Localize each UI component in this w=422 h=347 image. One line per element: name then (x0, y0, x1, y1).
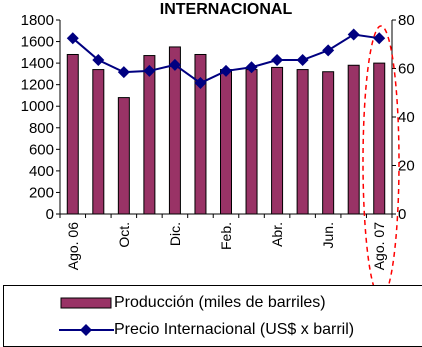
right-tick-label: 0 (398, 206, 406, 223)
line-marker-swatch-icon (59, 324, 114, 336)
left-tick-label: 0 (46, 206, 54, 223)
right-tick-label: 60 (398, 61, 415, 78)
x-tick-label: Oct. (116, 222, 132, 248)
right-tick-label: 40 (398, 109, 415, 126)
legend-item-price: Precio Internacional (US$ x barril) (59, 319, 354, 341)
x-tick-label: Feb. (218, 222, 234, 250)
right-axis-ticks: 0 20 40 60 80 (392, 12, 415, 223)
left-tick-label: 400 (29, 163, 54, 180)
left-tick-label: 1200 (21, 77, 54, 94)
bar (220, 69, 232, 215)
bar (347, 64, 360, 215)
bar (117, 97, 130, 215)
bar (245, 69, 258, 215)
price-point (271, 54, 284, 67)
bar (168, 46, 181, 215)
legend-item-production: Producción (miles de barriles) (59, 292, 326, 314)
bar-swatch-icon (60, 297, 112, 309)
left-tick-label: 1400 (21, 55, 54, 72)
left-tick-label: 1800 (21, 12, 54, 29)
right-tick-label: 20 (398, 158, 415, 175)
x-tick-label: Abr. (269, 222, 285, 247)
legend: Producción (miles de barriles) Precio In… (3, 285, 422, 347)
production-bars (66, 46, 386, 215)
bar (66, 53, 79, 215)
price-line (66, 28, 386, 90)
price-point (92, 54, 105, 67)
left-tick-label: 1000 (21, 98, 54, 115)
price-point (143, 64, 156, 77)
price-point (373, 32, 386, 45)
price-point (347, 28, 360, 41)
bar (296, 69, 309, 215)
left-tick-label: 200 (29, 184, 54, 201)
price-point (245, 61, 258, 74)
bar (322, 71, 335, 215)
chart-title: INTERNACIONAL (160, 1, 293, 18)
bar (143, 55, 156, 215)
price-point (322, 44, 335, 57)
x-tick-label: Jun. (320, 222, 336, 248)
legend-label-price: Precio Internacional (US$ x barril) (114, 321, 355, 338)
price-point (296, 54, 309, 67)
right-tick-label: 80 (398, 12, 415, 29)
x-tick-label: Ago. 06 (65, 222, 81, 270)
price-point (168, 58, 181, 71)
price-point (194, 77, 207, 90)
axes (59, 20, 393, 218)
left-axis-ticks: 0 200 400 600 800 1000 1200 1400 1600 1800 (21, 12, 60, 223)
left-tick-label: 600 (29, 141, 54, 158)
left-tick-label: 1600 (21, 34, 54, 51)
price-point (66, 32, 79, 45)
x-axis-labels: Ago. 06 Oct. Dic. Feb. Abr. Jun. Ago. 07 (65, 222, 387, 270)
legend-label-production: Producción (miles de barriles) (114, 294, 326, 311)
x-tick-label: Dic. (167, 222, 183, 246)
price-point (220, 64, 232, 77)
left-tick-label: 800 (29, 120, 54, 137)
bar (271, 66, 284, 215)
bar (373, 62, 386, 215)
price-point (117, 66, 130, 79)
x-tick-label: Ago. 07 (371, 222, 387, 270)
bar (92, 69, 105, 215)
